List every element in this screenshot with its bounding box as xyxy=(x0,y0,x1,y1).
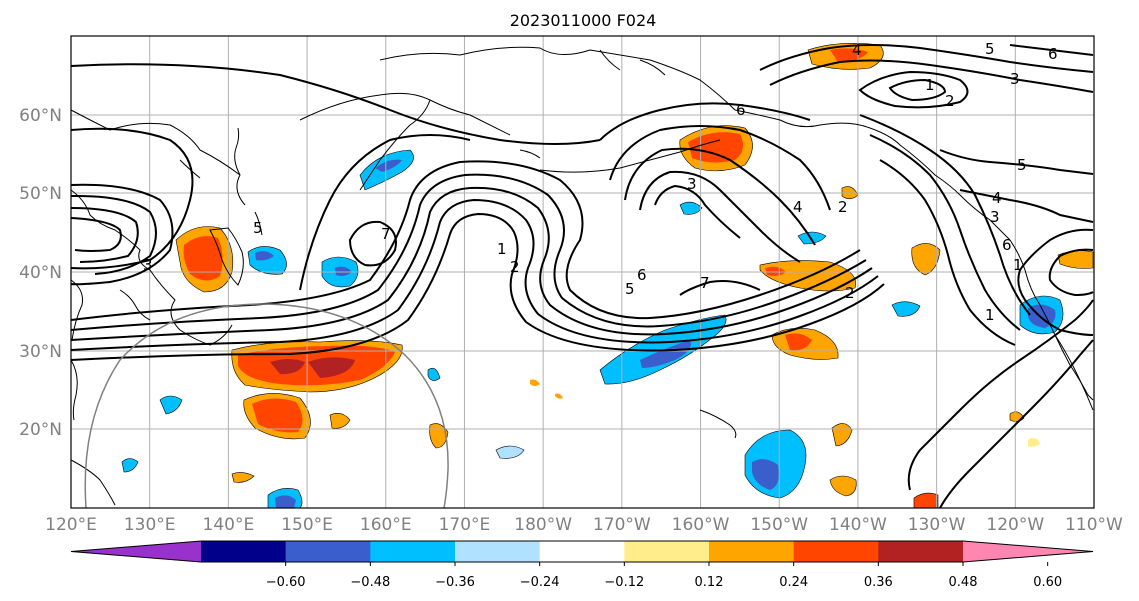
lon-label: 130°E xyxy=(124,515,176,535)
colorbar-segment xyxy=(624,541,710,562)
lon-label: 150°E xyxy=(281,515,333,535)
lon-label: 170°W xyxy=(593,515,651,535)
colorbar-segment xyxy=(455,541,541,562)
colorbar-tick-labels: −0.60 −0.48 −0.36 −0.24 −0.12 0.12 0.24 0.36 0.4… xyxy=(266,562,1062,590)
colorbar-tick-label: −0.24 xyxy=(520,575,560,590)
colorbar-segment xyxy=(793,541,879,562)
lon-label: 170°E xyxy=(439,515,491,535)
colorbar-segment xyxy=(285,541,371,562)
gray-circle-outline xyxy=(84,303,449,509)
contour-label: 6 xyxy=(1048,45,1058,63)
contour-label: 3 xyxy=(143,256,153,274)
contour-label: 2 xyxy=(838,198,848,216)
colorbar-segment xyxy=(878,541,964,562)
lat-label: 60°N xyxy=(19,106,62,126)
contour-label: 4 xyxy=(793,198,803,216)
colorbar-segment xyxy=(370,541,456,562)
colorbar-outline xyxy=(70,540,1094,563)
colorbar-tick-label: 0.36 xyxy=(864,575,893,590)
contour-label: 1 xyxy=(925,76,935,94)
contour-label: 1 xyxy=(985,306,995,324)
colorbar-tick-label: −0.12 xyxy=(604,575,644,590)
map-frame xyxy=(70,35,1095,509)
contour-label: 2 xyxy=(845,284,855,302)
lat-label: 30°N xyxy=(19,342,62,362)
colorbar-segment xyxy=(709,541,795,562)
lat-label: 40°N xyxy=(19,263,62,283)
colorbar-tick-label: −0.48 xyxy=(350,575,390,590)
colorbar-segment xyxy=(539,541,625,562)
lon-label: 130°W xyxy=(908,515,966,535)
contour-label: 4 xyxy=(852,41,862,59)
height-contours xyxy=(70,44,1094,509)
lon-label: 110°W xyxy=(1065,515,1123,535)
lon-label: 120°E xyxy=(45,515,97,535)
colorbar-high-extension xyxy=(963,541,1093,562)
contour-label: 7 xyxy=(700,274,710,292)
lon-label: 150°W xyxy=(750,515,808,535)
colorbar-tick-label: 0.12 xyxy=(695,575,724,590)
lon-label: 160°W xyxy=(672,515,730,535)
lat-label: 50°N xyxy=(19,184,62,204)
lon-label: 180°W xyxy=(514,515,572,535)
contour-label: 5 xyxy=(985,40,995,58)
contour-label: 6 xyxy=(637,266,647,284)
contour-label: 1 xyxy=(497,240,507,258)
lon-label: 120°W xyxy=(986,515,1044,535)
longitude-labels: 120°E 130°E 140°E 150°E 160°E 170°E 180°W 170°W… xyxy=(45,515,1123,535)
lat-label: 20°N xyxy=(19,420,62,440)
colorbar xyxy=(70,540,1094,563)
contour-label: 2 xyxy=(945,92,955,110)
colorbar-tick-label: 0.48 xyxy=(949,575,978,590)
contour-labels: 1 2 3 4 5 6 7 1 2 3 5 6 7 1 2 3 4 5 6 1 … xyxy=(143,40,1058,324)
colorbar-tick-label: −0.36 xyxy=(435,575,475,590)
contour-label: 6 xyxy=(736,101,746,119)
map-gridlines xyxy=(71,36,1094,508)
coastlines xyxy=(70,46,1094,506)
lon-label: 140°E xyxy=(203,515,255,535)
contour-label: 7 xyxy=(381,225,391,243)
map-plot-area: 1 2 3 4 5 6 7 1 2 3 5 6 7 1 2 3 4 5 6 1 … xyxy=(70,35,1095,509)
contour-label: 5 xyxy=(1017,156,1027,174)
contour-label: 5 xyxy=(253,219,263,237)
colorbar-tick-label: −0.60 xyxy=(266,575,306,590)
map-title: 2023011000 F024 xyxy=(510,11,657,30)
contour-label: 1 xyxy=(1013,256,1023,274)
contour-label: 4 xyxy=(992,189,1002,207)
colorbar-low-extension xyxy=(71,541,201,562)
contour-label: 3 xyxy=(687,175,697,193)
contour-label: 2 xyxy=(510,258,520,276)
lon-label: 140°W xyxy=(829,515,887,535)
colorbar-tick-label: 0.60 xyxy=(1033,575,1062,590)
colorbar-segment xyxy=(201,541,287,562)
contour-label: 3 xyxy=(990,208,1000,226)
colorbar-tick-label: 0.24 xyxy=(779,575,808,590)
contour-label: 3 xyxy=(1010,70,1020,88)
lon-label: 160°E xyxy=(360,515,412,535)
contour-label: 6 xyxy=(1002,236,1012,254)
latitude-labels: 60°N 50°N 40°N 30°N 20°N xyxy=(19,106,62,440)
contour-label: 5 xyxy=(625,280,635,298)
